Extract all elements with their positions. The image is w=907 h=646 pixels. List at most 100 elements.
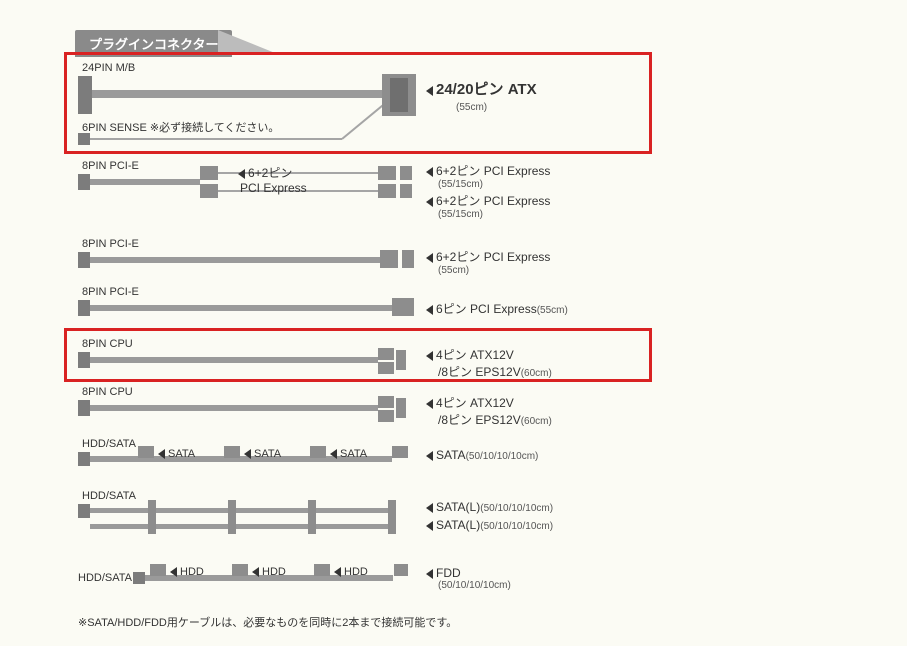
arrow-icon [244, 449, 251, 459]
arrow-icon [426, 197, 433, 207]
arrow-icon [426, 253, 433, 263]
connector-end [378, 362, 394, 374]
connector-end-b [400, 166, 412, 180]
connector-end [378, 348, 394, 360]
footnote: ※SATA/HDD/FDD用ケーブルは、必要なものを同時に2本まで接続可能です。 [78, 614, 457, 630]
label-sub: (55cm) [537, 305, 568, 316]
label-text: 4ピン ATX12V [436, 396, 514, 410]
label-text: SATA(L) [436, 500, 480, 514]
port-8pin [78, 400, 90, 416]
label-sub: (55/15cm) [438, 209, 550, 220]
port-8pin [78, 504, 90, 518]
arrow-icon [426, 503, 433, 513]
wire [90, 508, 392, 513]
connector-bridge [396, 398, 406, 418]
connector-l [388, 500, 396, 534]
arrow-icon [252, 567, 259, 577]
mid-label: HDD [170, 566, 204, 578]
output-label: 6+2ピン PCI Express (55cm) [426, 248, 550, 276]
connector-l [228, 500, 236, 534]
output-label-atx: 24/20ピン ATX (55cm) [426, 78, 537, 113]
connector-bridge [396, 350, 406, 370]
label-text: 6+2ピン PCI Express [436, 250, 550, 264]
arrow-icon [426, 86, 433, 96]
connector-end-b [400, 184, 412, 198]
mid-label: 6+2ピン PCI Express [238, 164, 307, 195]
label-sub: (50/10/10/10cm) [438, 580, 511, 591]
connector-sata [224, 446, 240, 458]
mid-label: SATA [244, 448, 281, 460]
label-text: 6ピン PCI Express [436, 302, 537, 316]
wire [90, 357, 378, 363]
label-text: 24/20ピン ATX [436, 81, 537, 98]
output-label-1: SATA(L)(50/10/10/10cm) [426, 500, 553, 514]
mid-label: HDD [252, 566, 286, 578]
label-sub: (55cm) [456, 102, 487, 113]
port-6pin-sense [78, 133, 90, 145]
label-sub-line: /8ピン EPS12V [438, 413, 521, 427]
arrow-icon [334, 567, 341, 577]
mid-label: HDD [334, 566, 368, 578]
label-len: (60cm) [521, 368, 552, 379]
mid-label: SATA [330, 448, 367, 460]
arrow-icon [426, 305, 433, 315]
port-8pin [78, 300, 90, 316]
port-8pin [78, 452, 90, 466]
label-text: SATA [436, 448, 466, 462]
connector-hdd [232, 564, 248, 576]
label-sub: (50/10/10/10cm) [480, 521, 553, 532]
label-text: SATA(L) [436, 518, 480, 532]
label-sub: (50/10/10/10cm) [466, 451, 539, 462]
port-label: 8PIN PCI-E [82, 286, 139, 298]
arrow-icon [330, 449, 337, 459]
label-sub: (55cm) [438, 265, 550, 276]
wire [90, 405, 378, 411]
arrow-icon [426, 569, 433, 579]
arrow-icon [426, 399, 433, 409]
connector-fdd [394, 564, 408, 576]
arrow-icon [158, 449, 165, 459]
output-label-1: 6+2ピン PCI Express (55/15cm) [426, 162, 550, 190]
wire-thin [90, 138, 342, 140]
port-label: 8PIN PCI-E [82, 238, 139, 250]
connector-end [378, 396, 394, 408]
wire [90, 257, 380, 263]
wire [90, 524, 392, 529]
arrow-icon [170, 567, 177, 577]
label-text: 6+2ピン PCI Express [436, 164, 550, 178]
port-label-sense: 6PIN SENSE ※必ず接続してください。 [82, 119, 279, 135]
port-label: HDD/SATA [78, 572, 132, 584]
output-label: 4ピン ATX12V /8ピン EPS12V(60cm) [426, 346, 552, 380]
connector-hdd [314, 564, 330, 576]
highlight-cpu [64, 328, 652, 382]
arrow-icon [426, 167, 433, 177]
output-label-2: SATA(L)(50/10/10/10cm) [426, 518, 553, 532]
mid-label: SATA [158, 448, 195, 460]
connector-atx-inner [390, 78, 408, 112]
output-label: 6ピン PCI Express(55cm) [426, 300, 568, 317]
connector-end [380, 250, 398, 268]
port-8pin [78, 174, 90, 190]
connector-end-b [402, 250, 414, 268]
port-label: 8PIN CPU [82, 338, 133, 350]
label-len: (60cm) [521, 416, 552, 427]
label-sub: (55/15cm) [438, 179, 550, 190]
port-24pin [78, 76, 92, 114]
port-8pin [78, 352, 90, 368]
port-label: 24PIN M/B [82, 62, 135, 74]
arrow-icon [426, 351, 433, 361]
label-sub: PCI Express [240, 181, 307, 195]
wire [90, 305, 392, 311]
output-label-2: 6+2ピン PCI Express (55/15cm) [426, 192, 550, 220]
output-label: 4ピン ATX12V /8ピン EPS12V(60cm) [426, 394, 552, 428]
port-label: HDD/SATA [82, 438, 136, 450]
connector-l [148, 500, 156, 534]
connector-mid [200, 184, 218, 198]
connector-sata [138, 446, 154, 458]
connector-hdd [150, 564, 166, 576]
connector-end [378, 410, 394, 422]
port-8pin [78, 252, 90, 268]
output-label: FDD (50/10/10/10cm) [426, 566, 511, 591]
connector-end [378, 166, 396, 180]
connector-sata [310, 446, 326, 458]
